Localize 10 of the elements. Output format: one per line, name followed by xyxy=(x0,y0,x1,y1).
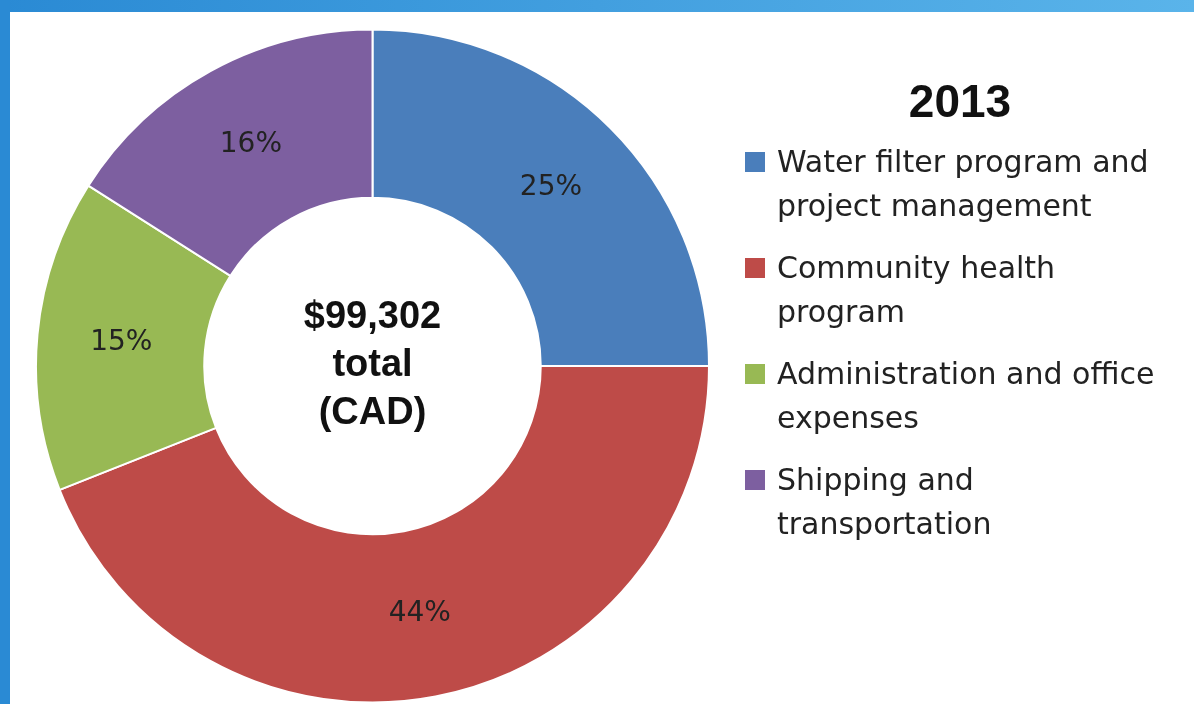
text: $99,302 total (CAD) xyxy=(303,294,442,433)
legend-label: Community health program xyxy=(777,249,1057,331)
legend-label: Water filter program and project management xyxy=(777,143,1150,225)
legend-label: Shipping and transportation xyxy=(777,461,993,543)
data-label: 25% xyxy=(519,168,583,202)
data-label: 16% xyxy=(219,126,283,160)
legend-label: Administration and office expenses xyxy=(777,355,1156,437)
data-label: 44% xyxy=(388,595,451,629)
data-label: 15% xyxy=(90,323,153,357)
text: 2013 xyxy=(907,74,1013,128)
